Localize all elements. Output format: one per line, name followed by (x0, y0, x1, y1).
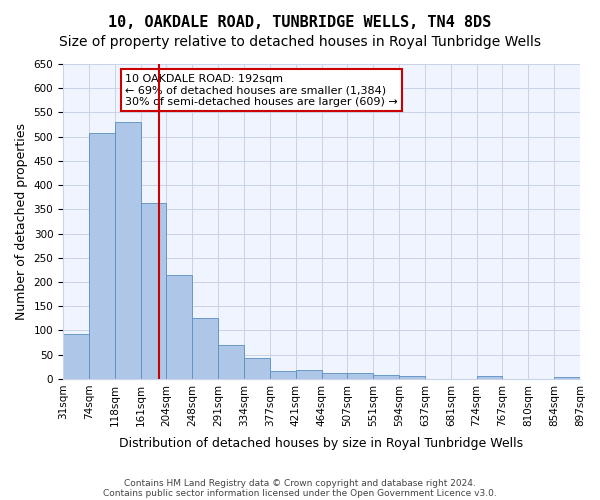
Text: Size of property relative to detached houses in Royal Tunbridge Wells: Size of property relative to detached ho… (59, 35, 541, 49)
Bar (322, 373, 347, 379)
Bar (476, 376, 502, 379)
Bar (63, 334, 89, 379)
Bar (89, 134, 115, 379)
Text: Contains HM Land Registry data © Crown copyright and database right 2024.: Contains HM Land Registry data © Crown c… (124, 478, 476, 488)
Bar (192, 318, 218, 379)
X-axis label: Distribution of detached houses by size in Royal Tunbridge Wells: Distribution of detached houses by size … (119, 437, 524, 450)
Bar (554, 377, 580, 379)
Bar (373, 374, 399, 379)
Bar (166, 274, 192, 379)
Text: 10 OAKDALE ROAD: 192sqm
← 69% of detached houses are smaller (1,384)
30% of semi: 10 OAKDALE ROAD: 192sqm ← 69% of detache… (125, 74, 398, 107)
Bar (399, 376, 425, 379)
Text: Contains public sector information licensed under the Open Government Licence v3: Contains public sector information licen… (103, 488, 497, 498)
Bar (140, 203, 166, 379)
Bar (115, 122, 140, 379)
Bar (347, 373, 373, 379)
Bar (244, 358, 270, 379)
Bar (218, 345, 244, 379)
Y-axis label: Number of detached properties: Number of detached properties (15, 123, 28, 320)
Bar (270, 371, 296, 379)
Bar (296, 370, 322, 379)
Text: 10, OAKDALE ROAD, TUNBRIDGE WELLS, TN4 8DS: 10, OAKDALE ROAD, TUNBRIDGE WELLS, TN4 8… (109, 15, 491, 30)
